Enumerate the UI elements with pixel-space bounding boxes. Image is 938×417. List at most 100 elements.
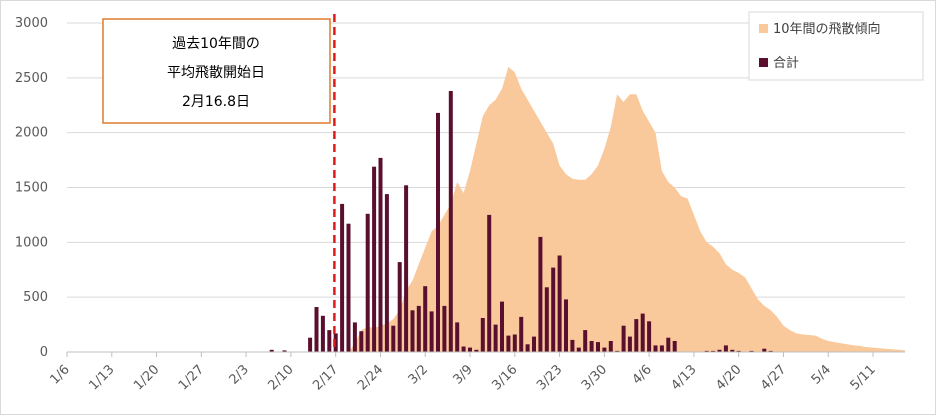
total-bar: [448, 91, 453, 352]
x-tick-label: 3/9: [450, 362, 475, 387]
x-tick-label: 3/2: [406, 362, 431, 387]
total-bar: [723, 345, 728, 352]
x-tick-label: 4/27: [758, 362, 789, 393]
total-bar: [608, 341, 613, 352]
total-bar: [653, 345, 658, 352]
legend: 10年間の飛散傾向 合計: [748, 11, 924, 81]
total-bar: [634, 319, 639, 352]
total-bar: [384, 194, 389, 352]
total-bar: [352, 322, 357, 352]
total-bar: [320, 315, 325, 352]
total-bar: [378, 157, 383, 352]
x-tick-label: 5/11: [848, 362, 879, 393]
total-bar: [525, 344, 530, 352]
x-tick-label: 3/16: [489, 362, 520, 393]
total-bar: [346, 223, 351, 352]
total-bar: [397, 262, 402, 352]
total-bar: [436, 112, 440, 353]
total-bar: [640, 313, 645, 352]
x-tick-label: 4/20: [713, 362, 744, 393]
annotation-box-border: [102, 18, 331, 124]
x-tick-label: 5/4: [809, 362, 834, 387]
total-bar: [602, 347, 607, 352]
total-bar: [333, 333, 338, 352]
total-bar: [538, 236, 543, 352]
total-bar: [749, 350, 754, 352]
total-bar: [442, 305, 447, 352]
legend-label-total: 合計: [773, 55, 799, 71]
x-tick-label: 1/6: [47, 362, 72, 387]
total-bar: [480, 318, 485, 352]
y-tick-label: 1000: [15, 235, 48, 250]
total-bar: [615, 350, 620, 352]
y-tick-label: 3000: [15, 16, 48, 31]
total-bar: [736, 350, 741, 352]
total-bar: [410, 310, 415, 352]
total-bars-layer: [67, 91, 905, 353]
total-bar: [596, 342, 600, 352]
annotation-line-2: 平均飛散開始日: [167, 65, 265, 81]
x-tick-label: 2/3: [227, 362, 252, 387]
legend-swatch-total: [759, 58, 768, 67]
total-bar: [365, 213, 370, 352]
total-bar: [711, 350, 716, 352]
x-tick-label: 1/13: [86, 362, 117, 393]
total-bar: [474, 349, 479, 352]
legend-swatch-trend: [759, 24, 768, 33]
total-bar: [423, 286, 428, 352]
total-bar: [583, 330, 588, 352]
total-bar: [282, 350, 287, 352]
total-bar: [768, 350, 773, 352]
total-bar: [314, 307, 319, 352]
total-bar: [564, 299, 568, 352]
total-bar: [506, 335, 511, 352]
trend-area-layer: [348, 66, 905, 353]
total-bar: [576, 347, 581, 352]
total-bar: [404, 185, 409, 352]
total-bar: [500, 301, 504, 352]
annotation-line-3: 2月16.8日: [182, 94, 250, 110]
legend-box: [748, 11, 924, 81]
total-bar: [468, 347, 472, 352]
annotation-line-1: 過去10年間の: [172, 36, 260, 52]
total-bar: [544, 287, 549, 352]
x-axis: 1/6 1/13 1/20 1/27 2/3 2/10 2/17 2/24 3/2 3/9 3/16…: [47, 352, 879, 393]
x-tick-label: 4/13: [668, 362, 699, 393]
total-bar: [762, 348, 767, 352]
total-bar: [391, 325, 396, 352]
total-bar: [340, 203, 345, 352]
total-bar: [659, 345, 664, 352]
total-bar: [717, 349, 722, 352]
total-bar: [551, 267, 556, 352]
total-bar: [730, 349, 735, 352]
y-tick-label: 0: [40, 345, 48, 360]
x-tick-label: 1/27: [176, 362, 207, 393]
legend-label-trend: 10年間の飛散傾向: [773, 21, 881, 37]
x-tick-label: 2/10: [265, 362, 296, 393]
annotation-box: 過去10年間の 平均飛散開始日 2月16.8日: [102, 18, 331, 124]
total-bar: [532, 336, 536, 352]
total-bar: [647, 321, 652, 352]
total-bar: [627, 336, 632, 352]
y-tick-label: 2500: [15, 71, 48, 86]
total-bar: [519, 316, 524, 352]
total-bar: [429, 311, 434, 352]
total-bar: [327, 330, 332, 352]
total-bar: [557, 255, 562, 352]
x-tick-label: 3/23: [534, 362, 565, 393]
x-tick-label: 1/20: [131, 362, 162, 393]
total-bar: [372, 166, 377, 352]
total-bar: [493, 324, 498, 352]
x-tick-label: 4/6: [630, 362, 655, 387]
total-bar: [570, 339, 575, 352]
x-tick-label: 2/17: [310, 362, 341, 393]
total-bar: [666, 337, 671, 352]
total-bar: [589, 341, 594, 352]
total-bar: [672, 341, 677, 352]
total-bar: [512, 334, 517, 352]
total-bar: [455, 322, 460, 352]
trend-area: [348, 66, 905, 353]
total-bar: [308, 337, 313, 352]
